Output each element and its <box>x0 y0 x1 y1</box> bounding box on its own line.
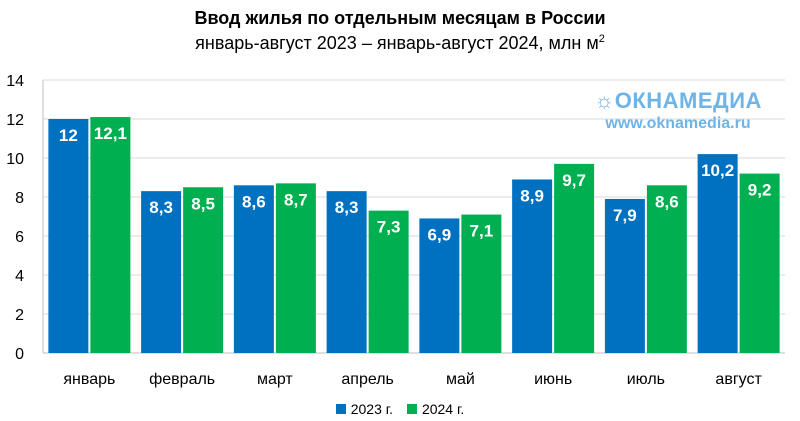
bar-2024 <box>739 173 780 353</box>
bar-value-label: 7,9 <box>613 206 637 225</box>
x-tick-label: январь <box>63 371 115 388</box>
bar-value-label: 9,7 <box>562 171 586 190</box>
bar-value-label: 8,3 <box>335 198 359 217</box>
chart-subtitle-text: январь-август 2023 – январь-август 2024,… <box>195 33 599 53</box>
x-tick-label: июнь <box>534 371 572 388</box>
y-tick-label: 10 <box>6 151 24 168</box>
watermark-logo: ☼ОКНАМЕДИА <box>578 88 778 114</box>
bar-2023 <box>141 191 182 353</box>
y-tick-label: 12 <box>6 112 24 129</box>
bar-2023 <box>604 198 645 353</box>
y-tick-label: 8 <box>15 190 24 207</box>
legend-label-2024: 2024 г. <box>421 401 465 417</box>
bar-2024 <box>275 183 316 353</box>
watermark-url: www.oknamedia.ru <box>605 115 751 132</box>
chart-subtitle-superscript: 2 <box>598 33 605 45</box>
bar-value-label: 7,1 <box>470 222 494 241</box>
bar-2023 <box>48 119 89 353</box>
legend-item-2024: 2024 г. <box>406 401 465 417</box>
bar-2024 <box>183 187 224 353</box>
bar-2023 <box>512 179 553 353</box>
bar-2024 <box>90 117 131 353</box>
bar-value-label: 9,2 <box>748 181 772 200</box>
x-tick-label: апрель <box>341 371 394 388</box>
bar-2023 <box>697 154 738 353</box>
y-tick-label: 0 <box>15 346 24 363</box>
bar-2023 <box>233 185 274 353</box>
chart-legend: 2023 г. 2024 г. <box>0 401 800 417</box>
watermark: ☼ОКНАМЕДИА www.oknamedia.ru <box>578 88 778 133</box>
bar-2023 <box>419 218 460 353</box>
bar-value-label: 12 <box>59 126 78 145</box>
bar-value-label: 12,1 <box>94 124 127 143</box>
legend-item-2023: 2023 г. <box>335 401 394 417</box>
x-tick-label: май <box>446 371 475 388</box>
bar-2024 <box>554 163 595 353</box>
bar-2024 <box>646 185 687 353</box>
bar-value-label: 10,2 <box>701 161 734 180</box>
x-tick-label: август <box>715 371 762 388</box>
bar-2023 <box>326 191 367 353</box>
bar-2024 <box>368 210 409 353</box>
y-tick-label: 4 <box>15 268 24 285</box>
bar-value-label: 8,7 <box>284 190 308 209</box>
bar-value-label: 8,3 <box>149 198 173 217</box>
bar-value-label: 8,6 <box>655 192 679 211</box>
bar-value-label: 8,9 <box>520 186 544 205</box>
legend-label-2023: 2023 г. <box>350 401 394 417</box>
legend-swatch-2024 <box>406 404 417 414</box>
sun-icon: ☼ <box>594 88 615 113</box>
watermark-logo-text: ОКНАМЕДИА <box>614 88 762 113</box>
y-tick-label: 2 <box>15 307 24 324</box>
bar-2024 <box>461 214 502 353</box>
legend-swatch-2023 <box>335 404 346 414</box>
x-tick-label: июль <box>627 371 665 388</box>
bar-value-label: 8,5 <box>191 194 215 213</box>
bar-value-label: 8,6 <box>242 192 266 211</box>
chart-subtitle: январь-август 2023 – январь-август 2024,… <box>0 33 800 54</box>
y-tick-label: 6 <box>15 229 24 246</box>
bar-value-label: 7,3 <box>377 218 401 237</box>
x-tick-label: март <box>257 371 293 388</box>
bar-value-label: 6,9 <box>428 225 452 244</box>
chart-title: Ввод жилья по отдельным месяцам в России <box>194 8 606 28</box>
y-tick-label: 14 <box>6 73 24 90</box>
x-tick-label: февраль <box>149 371 215 388</box>
